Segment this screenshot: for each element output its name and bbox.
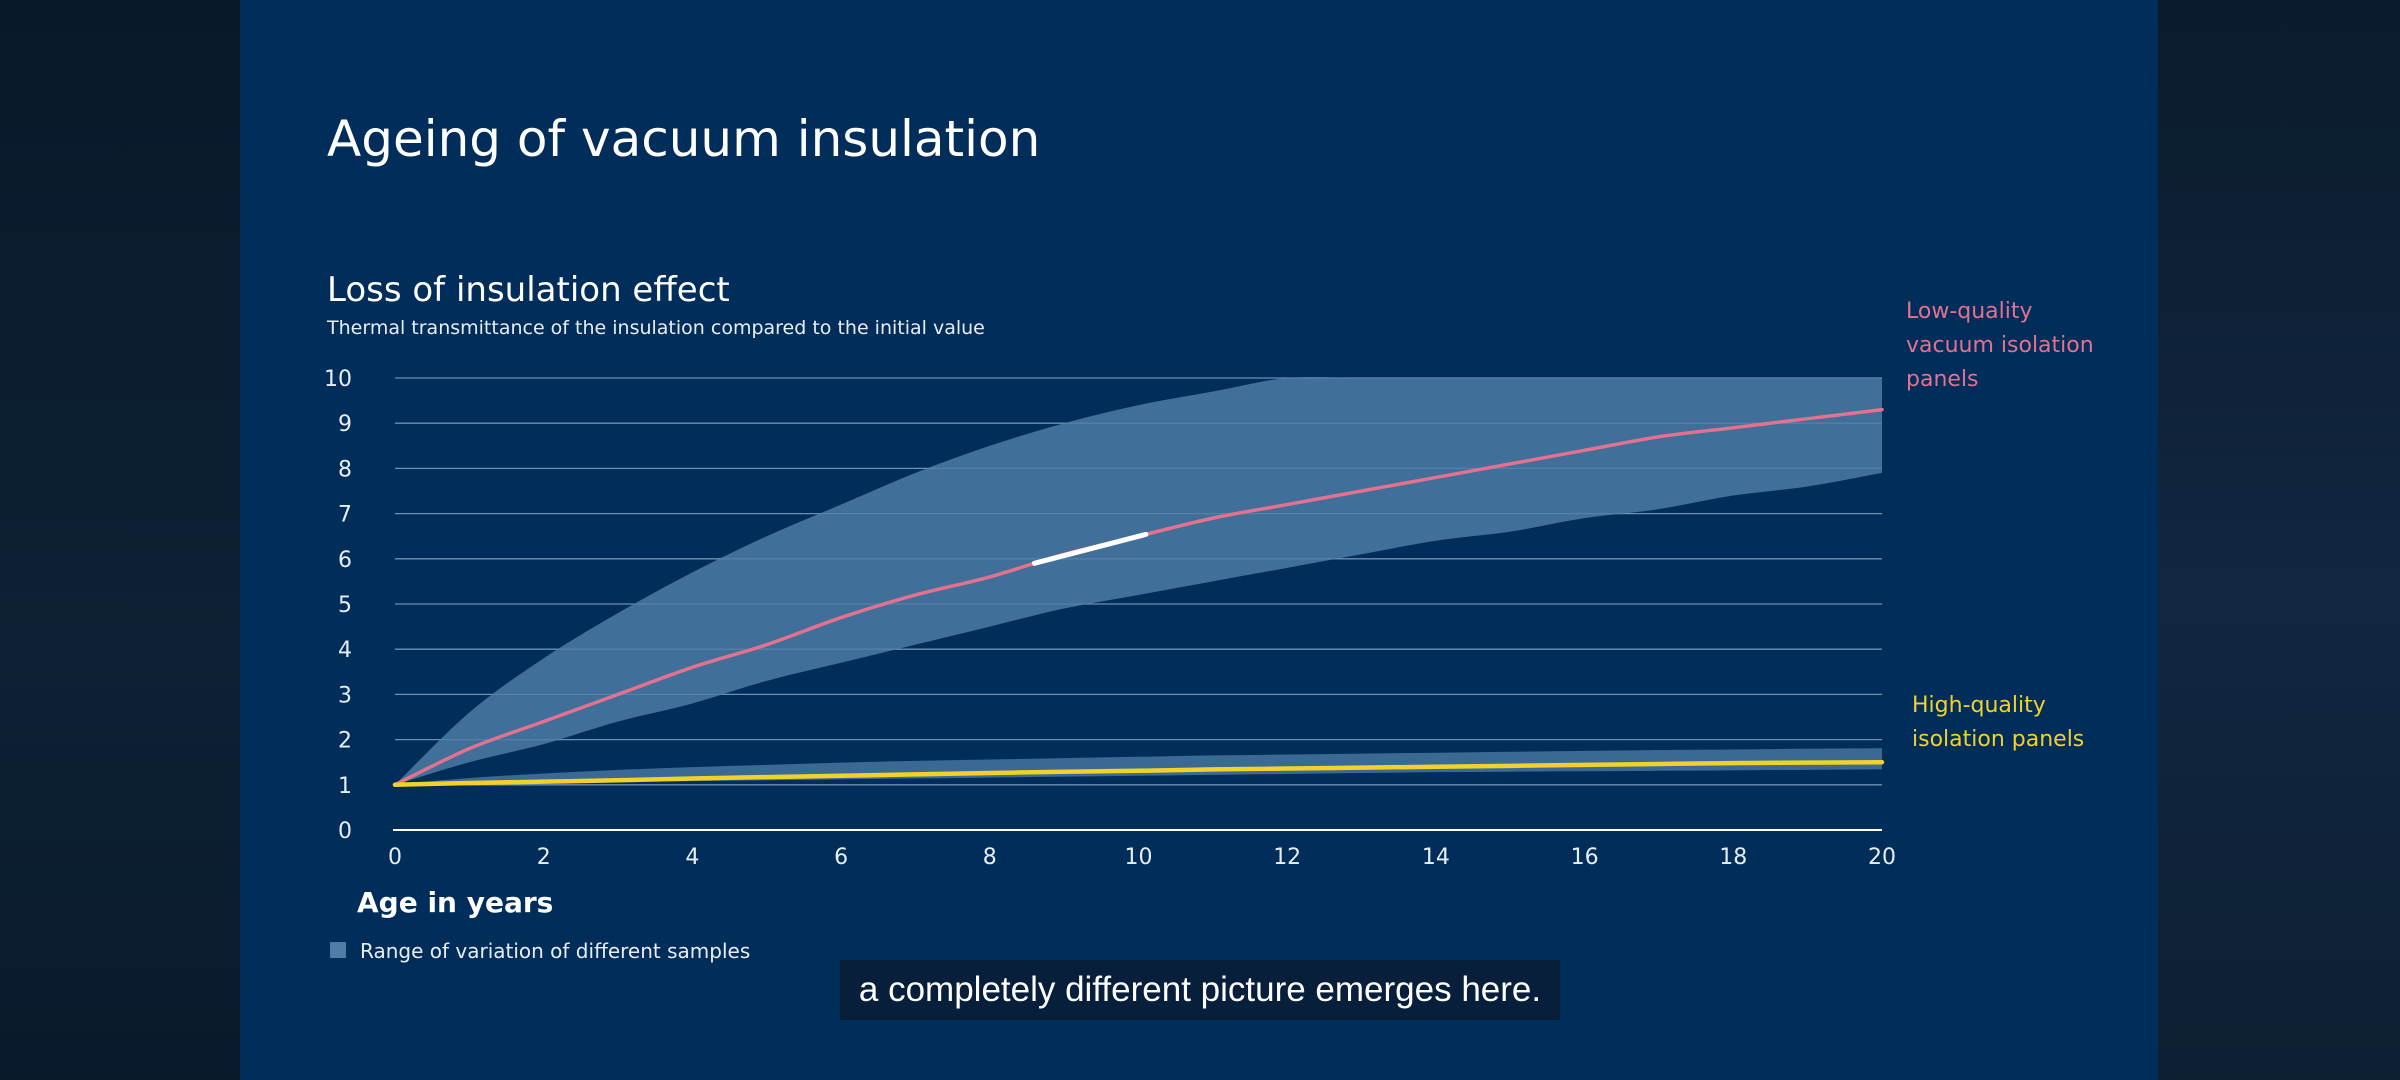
y-tick-label-3: 3 bbox=[338, 683, 352, 708]
chart-title: Loss of insulation effect bbox=[327, 270, 730, 310]
y-tick-label-10: 10 bbox=[324, 367, 352, 392]
highlight-segment bbox=[1031, 531, 1149, 566]
x-tick-label-2: 2 bbox=[537, 845, 551, 870]
x-tick-label-10: 10 bbox=[1125, 845, 1153, 870]
chart-subtitle: Thermal transmittance of the insulation … bbox=[326, 317, 985, 339]
y-tick-label-8: 8 bbox=[338, 457, 352, 482]
series-lines bbox=[392, 407, 1885, 788]
y-tick-label-4: 4 bbox=[338, 638, 352, 663]
y-tick-label-7: 7 bbox=[338, 503, 352, 528]
x-tick-label-4: 4 bbox=[685, 845, 699, 870]
slide-title: Ageing of vacuum insulation bbox=[327, 110, 1040, 168]
y-tick-label-1: 1 bbox=[338, 774, 352, 799]
x-tick-label-14: 14 bbox=[1422, 845, 1450, 870]
x-tick-label-16: 16 bbox=[1571, 845, 1599, 870]
legend-swatch bbox=[330, 942, 346, 958]
video-backdrop-left bbox=[0, 0, 240, 1080]
series-line-high-quality bbox=[392, 759, 1885, 788]
series-label-low-quality: Low-quality vacuum isolation panels bbox=[1906, 299, 2101, 392]
x-tick-label-6: 6 bbox=[834, 845, 848, 870]
y-tick-label-5: 5 bbox=[338, 593, 352, 618]
x-tick-label-18: 18 bbox=[1719, 845, 1747, 870]
x-tick-label-0: 0 bbox=[388, 845, 402, 870]
x-axis-label: Age in years bbox=[357, 886, 553, 919]
y-tick-label-2: 2 bbox=[338, 729, 352, 754]
x-tick-label-12: 12 bbox=[1273, 845, 1301, 870]
y-tick-label-6: 6 bbox=[338, 548, 352, 573]
y-tick-label-9: 9 bbox=[338, 412, 352, 437]
x-tick-label-20: 20 bbox=[1868, 845, 1896, 870]
video-subtitle: a completely different picture emerges h… bbox=[840, 960, 1560, 1020]
series-label-high-quality: High-quality isolation panels bbox=[1912, 693, 2084, 752]
video-backdrop-right bbox=[2158, 0, 2400, 1080]
variation-band-low-quality bbox=[395, 376, 1882, 785]
legend-swatch-label: Range of variation of different samples bbox=[360, 939, 750, 963]
y-tick-label-0: 0 bbox=[338, 819, 352, 844]
x-tick-label-8: 8 bbox=[983, 845, 997, 870]
